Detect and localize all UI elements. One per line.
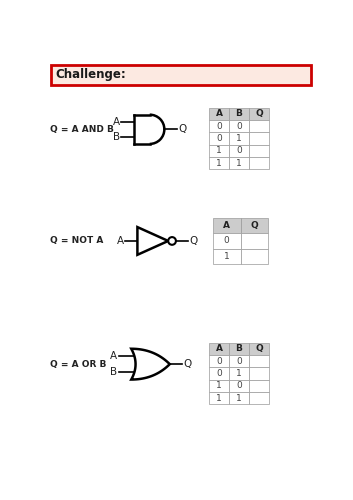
Bar: [249, 120, 269, 132]
Text: 1: 1: [236, 158, 242, 168]
Text: Q: Q: [251, 221, 258, 230]
Bar: [133, 114, 150, 144]
Bar: [229, 144, 249, 157]
Text: A: A: [110, 352, 118, 362]
Text: B: B: [235, 344, 243, 353]
Bar: [229, 120, 249, 132]
Bar: [229, 355, 249, 367]
Text: Q: Q: [255, 344, 263, 353]
Polygon shape: [131, 349, 170, 380]
Bar: [249, 367, 269, 380]
Bar: [249, 132, 269, 144]
Text: B: B: [113, 132, 120, 141]
Bar: [249, 392, 269, 404]
Bar: [213, 233, 241, 248]
Bar: [213, 218, 241, 233]
Polygon shape: [137, 227, 168, 255]
Bar: [229, 367, 249, 380]
Bar: [249, 355, 269, 367]
Bar: [249, 157, 269, 170]
Bar: [241, 233, 268, 248]
Text: Q: Q: [178, 124, 186, 134]
Bar: [249, 342, 269, 355]
Text: 1: 1: [216, 146, 222, 156]
Bar: [229, 157, 249, 170]
Bar: [209, 157, 229, 170]
Bar: [229, 342, 249, 355]
Text: 0: 0: [224, 236, 229, 246]
Text: 0: 0: [236, 122, 242, 130]
Bar: [209, 342, 229, 355]
Text: B: B: [235, 110, 243, 118]
Bar: [241, 248, 268, 264]
Text: A: A: [216, 110, 222, 118]
Text: 1: 1: [236, 134, 242, 143]
Bar: [229, 132, 249, 144]
Text: Q: Q: [255, 110, 263, 118]
Bar: [229, 380, 249, 392]
Bar: [241, 218, 268, 233]
Text: 0: 0: [216, 122, 222, 130]
Circle shape: [168, 237, 176, 245]
Text: 0: 0: [236, 146, 242, 156]
Bar: [209, 120, 229, 132]
Text: 0: 0: [216, 134, 222, 143]
Text: 1: 1: [236, 369, 242, 378]
Text: A: A: [216, 344, 222, 353]
Text: A: A: [113, 117, 120, 127]
Bar: [249, 108, 269, 120]
Text: 0: 0: [236, 381, 242, 390]
Text: 1: 1: [216, 381, 222, 390]
Bar: [249, 380, 269, 392]
Bar: [209, 132, 229, 144]
Text: Q = A OR B: Q = A OR B: [50, 360, 106, 368]
Text: Q = A AND B: Q = A AND B: [50, 125, 114, 134]
Text: A: A: [116, 236, 124, 246]
Bar: [209, 355, 229, 367]
Bar: [209, 367, 229, 380]
Bar: [209, 144, 229, 157]
Text: A: A: [223, 221, 230, 230]
Text: Q = NOT A: Q = NOT A: [50, 236, 103, 246]
Bar: [249, 144, 269, 157]
Text: Q: Q: [190, 236, 198, 246]
Text: Q: Q: [184, 359, 192, 369]
Bar: [209, 108, 229, 120]
Bar: [229, 392, 249, 404]
Text: 1: 1: [236, 394, 242, 402]
Text: 1: 1: [216, 394, 222, 402]
Bar: [229, 108, 249, 120]
Text: B: B: [110, 367, 118, 377]
Text: 1: 1: [216, 158, 222, 168]
Bar: [209, 392, 229, 404]
Text: 1: 1: [224, 252, 229, 261]
Bar: [209, 380, 229, 392]
FancyBboxPatch shape: [51, 64, 311, 84]
Text: 0: 0: [216, 369, 222, 378]
Text: Challenge:: Challenge:: [56, 68, 126, 81]
Text: 0: 0: [236, 356, 242, 366]
Bar: [213, 248, 241, 264]
Text: 0: 0: [216, 356, 222, 366]
